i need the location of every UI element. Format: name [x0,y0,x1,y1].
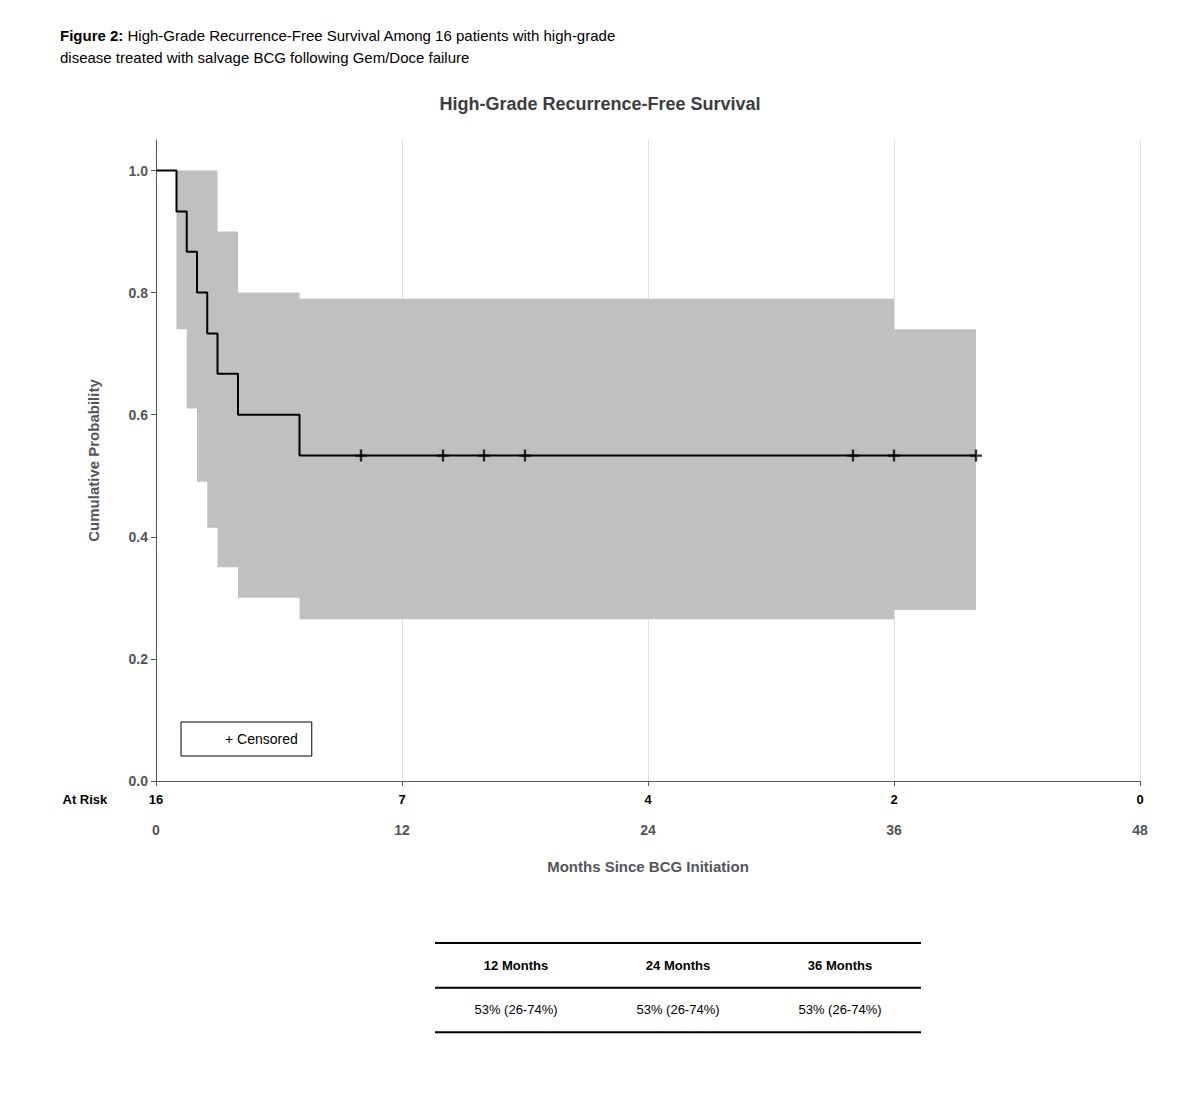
svg-text:Figure 2:: Figure 2: [60,27,123,44]
svg-text:2: 2 [890,792,897,807]
svg-text:12: 12 [394,822,410,838]
svg-text:36 Months: 36 Months [808,958,872,973]
svg-text:0: 0 [152,822,160,838]
svg-text:1.0: 1.0 [129,163,149,179]
svg-text:disease treated with salvage B: disease treated with salvage BCG followi… [60,49,469,66]
svg-text:24: 24 [640,822,656,838]
svg-text:0.2: 0.2 [129,651,149,667]
svg-text:16: 16 [149,792,163,807]
svg-text:0.0: 0.0 [129,773,149,789]
svg-text:4: 4 [644,792,652,807]
svg-text:0: 0 [1136,792,1143,807]
svg-text:12 Months: 12 Months [484,958,548,973]
svg-text:53% (26-74%): 53% (26-74%) [798,1002,881,1017]
svg-text:53% (26-74%): 53% (26-74%) [636,1002,719,1017]
svg-text:0.6: 0.6 [129,407,149,423]
svg-text:7: 7 [398,792,405,807]
svg-text:Cumulative Probability: Cumulative Probability [85,379,102,542]
svg-text:53% (26-74%): 53% (26-74%) [474,1002,557,1017]
svg-text:High-Grade Recurrence-Free Sur: High-Grade Recurrence-Free Survival Amon… [123,27,615,44]
svg-text:Months Since BCG Initiation: Months Since BCG Initiation [547,858,749,875]
svg-text:+ Censored: + Censored [225,731,298,747]
svg-text:At Risk: At Risk [63,792,109,807]
svg-text:48: 48 [1132,822,1148,838]
svg-text:High-Grade Recurrence-Free Sur: High-Grade Recurrence-Free Survival [439,94,760,114]
svg-text:0.4: 0.4 [129,529,149,545]
svg-text:24 Months: 24 Months [646,958,710,973]
svg-text:0.8: 0.8 [129,285,149,301]
svg-text:36: 36 [886,822,902,838]
